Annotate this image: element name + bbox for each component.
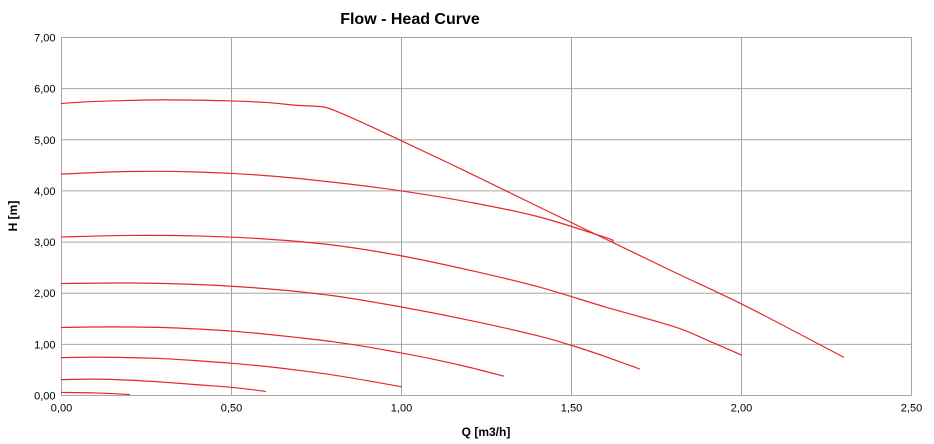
x-tick-label: 1,50 — [561, 403, 582, 415]
curve-7 — [60, 170, 614, 242]
y-tick-label: 7,00 — [34, 33, 55, 45]
x-axis-label: Q [m3/h] — [462, 425, 511, 439]
x-tick-label: 2,00 — [731, 403, 752, 415]
curve-4 — [60, 326, 505, 377]
x-tick-label: 0,00 — [51, 403, 72, 415]
curve-6 — [60, 234, 743, 356]
curve-1 — [60, 391, 131, 396]
y-tick-label: 6,00 — [34, 84, 55, 96]
y-tick-label: 0,00 — [34, 391, 55, 403]
y-tick-label: 1,00 — [34, 339, 55, 351]
curve-8 — [60, 99, 845, 358]
chart-title: Flow - Head Curve — [340, 11, 480, 28]
curve-2 — [60, 378, 267, 393]
y-tick-label: 4,00 — [34, 186, 55, 198]
x-tick-label: 2,50 — [901, 403, 922, 415]
y-tick-label: 2,00 — [34, 288, 55, 300]
plot-frame — [61, 37, 912, 396]
curve-3 — [60, 356, 403, 388]
y-tick-label: 5,00 — [34, 135, 55, 147]
curves — [60, 99, 845, 396]
y-axis-label: H [m] — [6, 201, 20, 232]
y-tick-label: 3,00 — [34, 237, 55, 249]
grid-lines — [61, 37, 912, 396]
x-tick-labels: 0,00 0,50 1,00 1,50 2,00 2,50 — [51, 403, 922, 415]
y-tick-labels: 0,00 1,00 2,00 3,00 4,00 5,00 6,00 7,00 — [34, 33, 55, 403]
x-tick-label: 0,50 — [221, 403, 242, 415]
curve-5 — [60, 282, 641, 370]
x-tick-label: 1,00 — [391, 403, 412, 415]
